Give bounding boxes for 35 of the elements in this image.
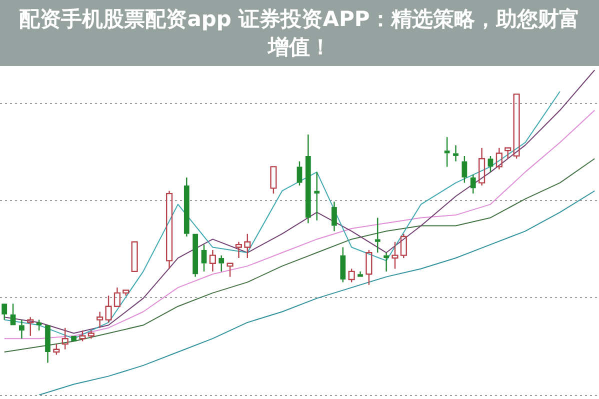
candlestick — [218, 254, 224, 272]
candlestick — [184, 176, 190, 238]
candlestick — [96, 311, 104, 328]
candlestick — [114, 286, 120, 307]
candlestick — [19, 319, 24, 340]
candlestick — [88, 330, 94, 340]
candlestick — [444, 136, 450, 168]
candlestick — [209, 249, 216, 272]
candlestick — [340, 246, 346, 283]
candlestick — [192, 234, 198, 278]
candlestick — [358, 270, 363, 277]
candlestick — [226, 262, 234, 278]
candlestick — [504, 147, 512, 160]
candlestick — [374, 217, 380, 254]
candlestick — [62, 327, 68, 350]
candlestick — [392, 241, 398, 270]
candlestick — [105, 295, 112, 324]
candlestick — [305, 134, 311, 224]
candlestick — [478, 147, 486, 186]
candlestick — [244, 233, 251, 259]
candlestick — [166, 190, 173, 270]
candlestick — [314, 171, 320, 222]
candlestick — [201, 244, 207, 272]
candlestick — [235, 241, 242, 259]
candlestick — [332, 201, 337, 232]
candlestick — [400, 233, 407, 259]
candlestick — [10, 303, 16, 326]
candlestick — [2, 304, 8, 320]
candlestick — [366, 249, 372, 286]
candlestick — [27, 316, 34, 337]
candlestick — [453, 144, 458, 162]
candlestick — [384, 252, 390, 272]
candlestick — [496, 147, 502, 170]
chart-title: 配资手机股票配资app 证券投资APP：精选策略，助您财富增值！ — [0, 0, 599, 66]
candlestick — [462, 155, 468, 184]
